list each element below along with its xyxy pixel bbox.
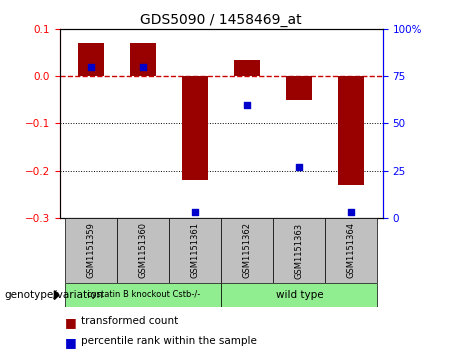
- Text: GSM1151363: GSM1151363: [295, 223, 304, 278]
- Bar: [130, 43, 156, 76]
- Text: ■: ■: [65, 316, 76, 329]
- Bar: [338, 76, 364, 185]
- Bar: [286, 76, 313, 100]
- Text: cystatin B knockout Cstb-/-: cystatin B knockout Cstb-/-: [87, 290, 200, 299]
- Bar: [234, 60, 260, 76]
- Bar: [221, 218, 273, 283]
- Text: GSM1151362: GSM1151362: [243, 223, 252, 278]
- Bar: [117, 218, 169, 283]
- Title: GDS5090 / 1458469_at: GDS5090 / 1458469_at: [141, 13, 302, 26]
- Bar: [273, 218, 325, 283]
- Bar: [65, 283, 221, 307]
- Bar: [325, 218, 378, 283]
- Point: [348, 209, 355, 215]
- Bar: [182, 76, 208, 180]
- Text: transformed count: transformed count: [81, 316, 178, 326]
- Text: wild type: wild type: [276, 290, 323, 300]
- Point: [140, 64, 147, 70]
- Text: GSM1151360: GSM1151360: [139, 223, 148, 278]
- Polygon shape: [54, 291, 59, 299]
- Text: GSM1151359: GSM1151359: [87, 223, 96, 278]
- Bar: [221, 283, 378, 307]
- Bar: [169, 218, 221, 283]
- Point: [192, 209, 199, 215]
- Text: genotype/variation: genotype/variation: [5, 290, 104, 300]
- Text: GSM1151361: GSM1151361: [191, 223, 200, 278]
- Bar: [78, 43, 104, 76]
- Text: percentile rank within the sample: percentile rank within the sample: [81, 336, 257, 346]
- Point: [88, 64, 95, 70]
- Point: [296, 164, 303, 170]
- Text: ■: ■: [65, 336, 76, 349]
- Point: [243, 102, 251, 107]
- Bar: [65, 218, 117, 283]
- Text: GSM1151364: GSM1151364: [347, 223, 356, 278]
